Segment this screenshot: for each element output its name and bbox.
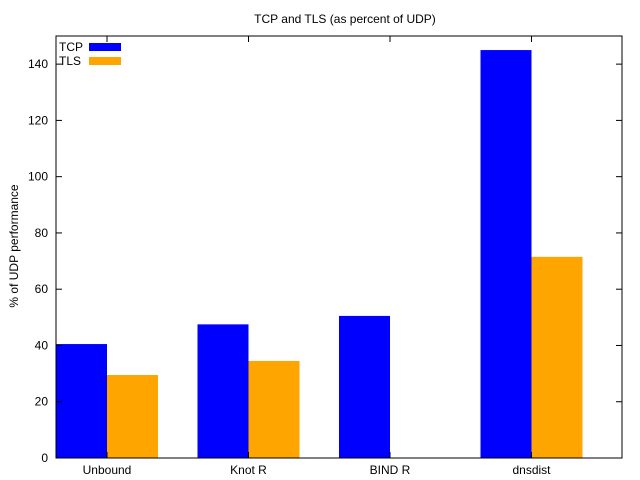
bar-tcp-knot-r bbox=[197, 324, 249, 458]
bar-tls-knot-r bbox=[248, 360, 300, 458]
chart-title: TCP and TLS (as percent of UDP) bbox=[254, 12, 436, 26]
y-tick-label: 80 bbox=[35, 226, 49, 240]
legend-swatch-tls bbox=[89, 57, 121, 65]
legend-swatch-tcp bbox=[89, 43, 121, 51]
axes-group bbox=[55, 35, 623, 459]
bar-tls-dnsdist bbox=[531, 256, 583, 458]
y-tick-label: 40 bbox=[35, 338, 49, 352]
y-axis-label: % of UDP performance bbox=[7, 184, 21, 307]
legend-label-tcp: TCP bbox=[59, 40, 83, 54]
y-tick-label: 120 bbox=[28, 113, 48, 127]
bar-tls-unbound bbox=[107, 375, 158, 458]
plot-frame bbox=[55, 35, 623, 459]
y-tick-label: 100 bbox=[28, 170, 48, 184]
ticks-group: 0 20 40 60 80 100 120 140 Unbound Knot R BIND R dns… bbox=[28, 36, 622, 477]
bar-tcp-dnsdist bbox=[480, 50, 532, 459]
x-tick-label: Unbound bbox=[83, 463, 132, 477]
x-tick-label: Knot R bbox=[230, 463, 267, 477]
y-tick-label: 0 bbox=[41, 451, 48, 465]
y-tick-label: 60 bbox=[35, 282, 49, 296]
bars-group bbox=[56, 50, 583, 459]
x-tick-label: BIND R bbox=[370, 463, 411, 477]
y-tick-label: 20 bbox=[35, 395, 49, 409]
x-tick-label: dnsdist bbox=[512, 463, 551, 477]
legend-label-tls: TLS bbox=[59, 54, 81, 68]
bar-tcp-bind-r bbox=[339, 315, 390, 458]
y-tick-label: 140 bbox=[28, 57, 48, 71]
bar-tcp-unbound bbox=[56, 344, 107, 458]
